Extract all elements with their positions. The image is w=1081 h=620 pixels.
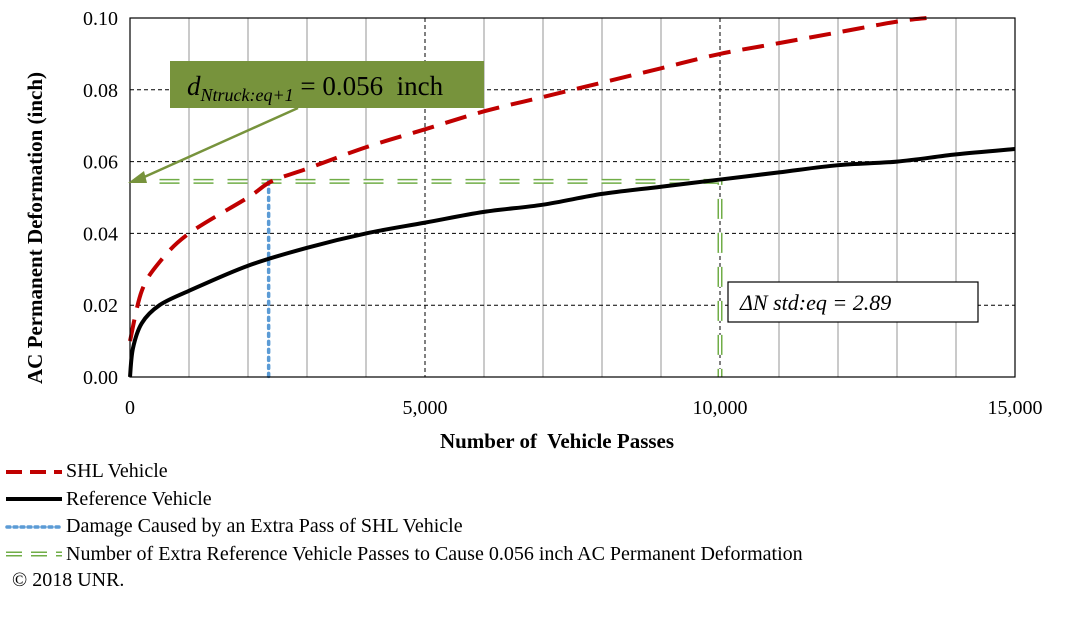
series-line-3-inner xyxy=(159,180,721,377)
legend-swatch-reference xyxy=(6,497,62,502)
legend-item-damage: Damage Caused by an Extra Pass of SHL Ve… xyxy=(4,513,803,541)
x-tick-label: 10,000 xyxy=(693,397,748,419)
x-axis-label: Number of Vehicle Passes xyxy=(440,429,674,453)
y-tick-label: 0.04 xyxy=(83,223,118,245)
copyright-text: © 2018 UNR. xyxy=(12,569,125,591)
y-tick-label: 0.10 xyxy=(83,8,118,30)
y-tick-label: 0.08 xyxy=(83,80,118,102)
series-line-0 xyxy=(128,16,927,342)
legend-swatch-extra-passes xyxy=(6,551,62,557)
legend-swatch-damage xyxy=(5,525,64,529)
annotation-d-box: dNtruck:eq+1 = 0.056 inch xyxy=(170,61,484,108)
legend-item-extra-passes: Number of Extra Reference Vehicle Passes… xyxy=(4,541,803,569)
series-line-3-outline xyxy=(159,178,723,377)
legend: SHL Vehicle Reference Vehicle Damage Cau… xyxy=(4,458,803,568)
y-tick-label: 0.02 xyxy=(83,295,118,317)
series-layer xyxy=(128,16,1016,379)
x-ticks: 0 5,000 10,000 15,000 xyxy=(125,397,1043,419)
x-tick-label: 5,000 xyxy=(403,397,448,419)
y-ticks: 0.00 0.02 0.04 0.06 0.08 0.10 xyxy=(83,8,118,389)
legend-label-extra-passes: Number of Extra Reference Vehicle Passes… xyxy=(66,542,803,565)
y-axis-label: AC Permanent Deformation (inch) xyxy=(23,72,47,384)
y-tick-label: 0.06 xyxy=(83,152,118,174)
annotation-d-rest: = 0.056 inch xyxy=(294,71,444,101)
legend-item-reference: Reference Vehicle xyxy=(4,486,803,514)
annotation-delta-box: ΔN std:eq = 2.89 xyxy=(727,281,979,323)
legend-item-shl: SHL Vehicle xyxy=(4,458,803,486)
legend-label-damage: Damage Caused by an Extra Pass of SHL Ve… xyxy=(66,515,463,538)
legend-swatch-shl xyxy=(6,469,62,474)
annotation-d-main: d xyxy=(187,71,201,101)
y-tick-label: 0.00 xyxy=(83,367,118,389)
plot-area-border xyxy=(129,17,1016,378)
annotation-delta-text: ΔN std:eq = 2.89 xyxy=(739,290,891,315)
legend-label-reference: Reference Vehicle xyxy=(66,487,212,510)
x-tick-label: 15,000 xyxy=(988,397,1043,419)
annotation-d-sub: Ntruck:eq+1 xyxy=(200,85,294,105)
series-line-1 xyxy=(128,147,1016,378)
chart: 0.00 0.02 0.04 0.06 0.08 0.10 0 5,000 10,000 15,… xyxy=(23,8,1043,453)
svg-text:dNtruck:eq+1 = 0.056 inch: dNtruck:eq+1 = 0.056 inch xyxy=(187,71,444,105)
annotation-arrow xyxy=(128,106,299,183)
x-tick-label: 0 xyxy=(125,397,135,419)
legend-label-shl: SHL Vehicle xyxy=(66,460,168,483)
